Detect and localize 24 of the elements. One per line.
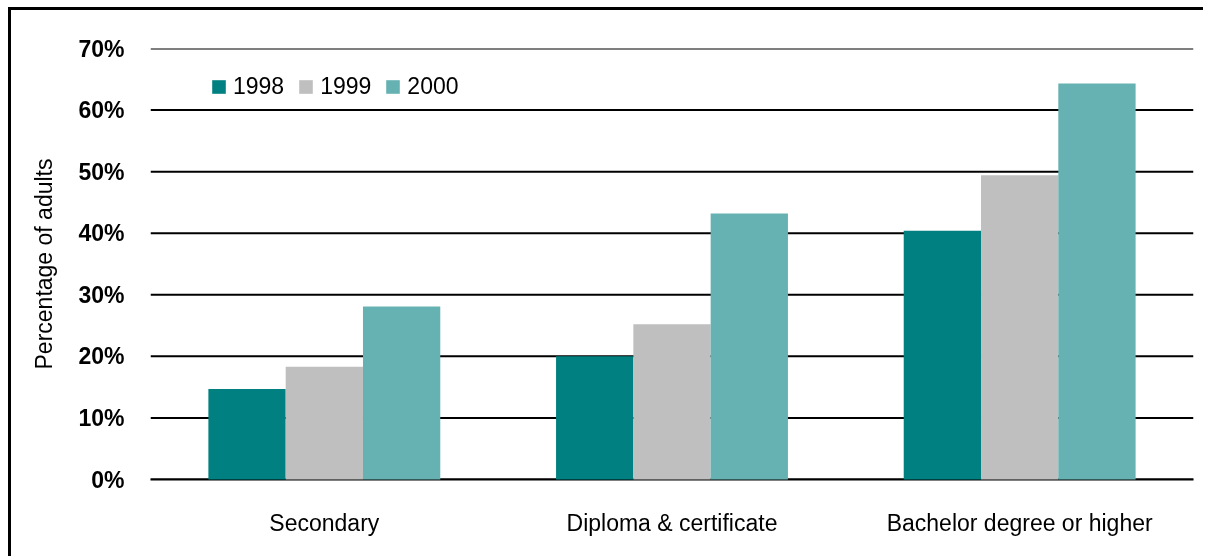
legend-label: 1998: [233, 73, 285, 100]
y-tick-label: 70%: [78, 35, 125, 62]
bar: [710, 213, 788, 480]
bar: [903, 230, 982, 480]
bar: [981, 175, 1059, 480]
bar: [208, 388, 286, 480]
y-tick-label: 20%: [78, 343, 125, 370]
y-tick-label: 0%: [91, 466, 125, 493]
x-tick-label: Diploma & certificate: [566, 509, 778, 536]
y-tick-label: 40%: [78, 220, 125, 247]
y-tick-label: 10%: [78, 404, 125, 431]
y-axis-title: Percentage of adults: [31, 158, 58, 370]
bar: [1058, 83, 1136, 480]
y-tick-label: 60%: [78, 97, 125, 124]
legend-label: 2000: [407, 73, 459, 100]
y-tick-label: 30%: [78, 281, 125, 308]
bar: [556, 356, 634, 480]
x-tick-label: Secondary: [269, 509, 380, 536]
bar: [362, 306, 441, 480]
y-tick-label: 50%: [78, 158, 125, 185]
legend-label: 1999: [320, 73, 372, 100]
bar: [633, 324, 711, 480]
bar: [285, 366, 363, 480]
x-tick-label: Bachelor degree or higher: [886, 509, 1153, 536]
